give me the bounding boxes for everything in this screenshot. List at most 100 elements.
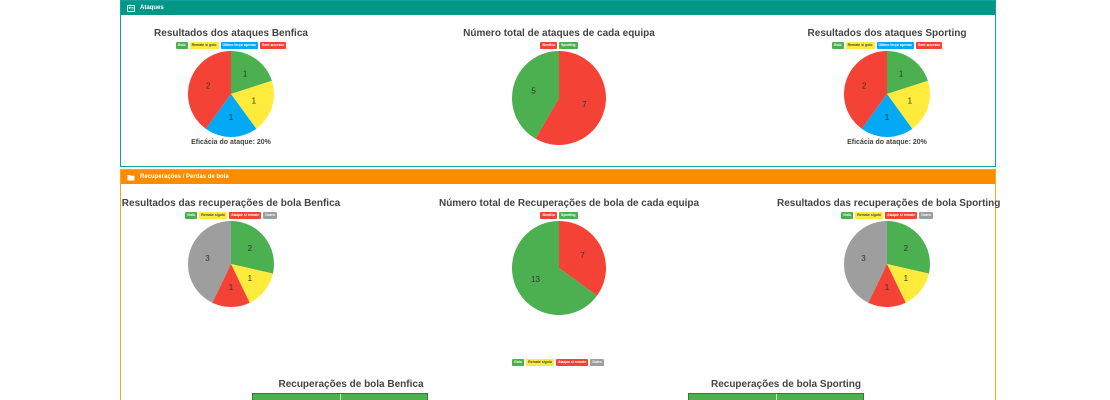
pie-value-label: 3 [861, 254, 866, 263]
pie-chart: 1 1 1 2 [188, 51, 274, 137]
chart-title: Número total de ataques de cada equipa [463, 28, 655, 39]
legend-item[interactable]: Golo [185, 212, 198, 219]
pie-value-label: 5 [531, 86, 536, 95]
legend-item[interactable]: Golo [841, 212, 854, 219]
legend-item[interactable]: Remate s/golo [526, 359, 555, 366]
pie-slice-remate-s-golo[interactable] [887, 264, 929, 303]
legend-item[interactable]: Golo [175, 42, 188, 49]
field-benfica-title-wrap: Recuperações de bola Benfica [241, 379, 461, 390]
recuperacoes-header: Recuperações / Perdas de bola [121, 170, 995, 184]
pie-chart: 2 1 1 3 [844, 221, 930, 307]
legend-item[interactable]: Golo [512, 359, 525, 366]
chart-title: Resultados das recuperações de bola Spor… [777, 198, 1001, 209]
legend-item[interactable]: Último terço apenas [876, 42, 914, 49]
pie-value-label: 7 [582, 100, 587, 109]
chart-legend: Golo Remate s/golo Ataque s/ remate Outr… [777, 212, 997, 219]
chart-legend: Benfica Sporting [449, 42, 669, 49]
pie-value-label: 1 [229, 283, 234, 292]
chart-legend: Golo Remate s/ golo Último terço apenas … [121, 42, 341, 49]
chart-legend: Benfica Sporting [439, 212, 679, 219]
legend-item[interactable]: Remate s/golo [855, 212, 884, 219]
field-title-benfica: Recuperações de bola Benfica [278, 379, 424, 390]
field-sporting-title-wrap: Recuperações de bola Sporting [676, 379, 896, 390]
pie-value-label: 7 [580, 251, 585, 260]
pie-slice-golo[interactable] [231, 221, 274, 274]
pie-slice--ltimo-ter-o-apenas[interactable] [861, 94, 913, 137]
pie-slice-sem-sucesso[interactable] [844, 51, 887, 129]
legend-item[interactable]: Ataque s/ remate [885, 212, 918, 219]
legend-item[interactable]: Remate s/golo [199, 212, 228, 219]
pie-slice-golo[interactable] [231, 51, 272, 94]
pie-value-label: 1 [904, 274, 909, 283]
pie-value-label: 1 [885, 113, 890, 122]
pie-chart: 1 1 1 2 [844, 51, 930, 137]
pie-value-label: 2 [206, 82, 211, 91]
pie-slice-golo[interactable] [887, 221, 930, 274]
pie-chart: 75 [512, 51, 606, 145]
pie-value-label: 1 [885, 283, 890, 292]
field-benfica [252, 393, 428, 400]
pie-slice-benfica[interactable] [535, 51, 607, 145]
legend-item[interactable]: Outro [263, 212, 277, 219]
recuperacoes-header-title: Recuperações / Perdas de bola [140, 174, 229, 180]
pie-value-label: 1 [908, 97, 913, 106]
ataques-header: Ataques [121, 1, 995, 15]
pie-slice-remate-s-golo[interactable] [231, 80, 274, 129]
ataques-sporting-chart: Resultados dos ataques Sporting Golo Rem… [777, 28, 997, 146]
legend-item[interactable]: Sem sucesso [915, 42, 943, 49]
pie-value-label: 2 [248, 244, 253, 253]
field-sporting [688, 393, 864, 400]
pie-slice-sem-sucesso[interactable] [188, 51, 231, 129]
chart-title: Resultados das recuperações de bola Benf… [121, 198, 341, 209]
chart-legend: Golo Remate s/golo Ataque s/ remate Outr… [121, 212, 341, 219]
pie-slice-remate-s-golo[interactable] [887, 80, 930, 129]
legend-item[interactable]: Sporting [559, 42, 578, 49]
chart-title: Número total de Recuperações de bola de … [439, 198, 700, 209]
pie-slice-benfica[interactable] [559, 221, 606, 296]
pie-chart: 2 1 1 3 [188, 221, 274, 307]
legend-item[interactable]: Remate s/ golo [189, 42, 219, 49]
legend-item[interactable]: Outro [590, 359, 604, 366]
pie-value-label: 1 [243, 70, 248, 79]
field-title-sporting: Recuperações de bola Sporting [710, 379, 862, 390]
pie-slice-golo[interactable] [887, 51, 928, 94]
pie-slice-sporting[interactable] [511, 221, 598, 315]
ataques-benfica-chart: Resultados dos ataques Benfica Golo Rema… [121, 28, 341, 146]
field-legend: Golo Remate s/golo Ataque s/ remate Outr… [121, 359, 995, 366]
recuperacoes-sporting-chart: Resultados das recuperações de bola Spor… [777, 198, 1001, 307]
pie-slice-outro[interactable] [188, 221, 231, 303]
folder-icon [127, 174, 135, 181]
legend-item[interactable]: Outro [919, 212, 933, 219]
pie-chart: 7 13 [511, 221, 606, 315]
pie-value-label: 2 [904, 244, 909, 253]
legend-item[interactable]: Benfica [540, 42, 558, 49]
legend-item[interactable]: Sporting [559, 212, 578, 219]
ataques-header-title: Ataques [140, 5, 164, 11]
recuperacoes-panel: Recuperações / Perdas de bola Resultados… [120, 169, 1001, 400]
legend-item[interactable]: Ataque s/ remate [229, 212, 262, 219]
pie-slice-sporting[interactable] [512, 51, 559, 139]
pie-value-label: 1 [899, 70, 904, 79]
pie-slice-outro[interactable] [844, 221, 887, 303]
legend-item[interactable]: Remate s/ golo [845, 42, 875, 49]
pie-slice-remate-s-golo[interactable] [231, 264, 273, 303]
legend-item[interactable]: Sem sucesso [259, 42, 287, 49]
legend-item[interactable]: Ataque s/ remate [556, 359, 589, 366]
pie-slice-ataque-s-remate[interactable] [868, 264, 906, 307]
pie-value-label: 3 [205, 254, 210, 263]
legend-item[interactable]: Último terço apenas [220, 42, 258, 49]
ataques-panel: Ataques Resultados dos ataques Benfica G… [120, 0, 996, 167]
legend-item[interactable]: Benfica [540, 212, 558, 219]
pie-value-label: 2 [862, 82, 867, 91]
id-card-icon [127, 4, 135, 12]
chart-legend: Golo Remate s/ golo Último terço apenas … [777, 42, 997, 49]
pie-slice--ltimo-ter-o-apenas[interactable] [205, 94, 257, 137]
legend-item[interactable]: Golo [831, 42, 844, 49]
pie-value-label: 1 [252, 97, 257, 106]
pie-slice-ataque-s-remate[interactable] [212, 264, 250, 307]
attack-efficiency: Eficácia do ataque: 20% [191, 139, 271, 146]
attack-efficiency: Eficácia do ataque: 20% [847, 139, 927, 146]
ataques-total-chart: Número total de ataques de cada equipa B… [449, 28, 669, 145]
pie-value-label: 13 [531, 275, 540, 284]
pie-value-label: 1 [248, 274, 253, 283]
